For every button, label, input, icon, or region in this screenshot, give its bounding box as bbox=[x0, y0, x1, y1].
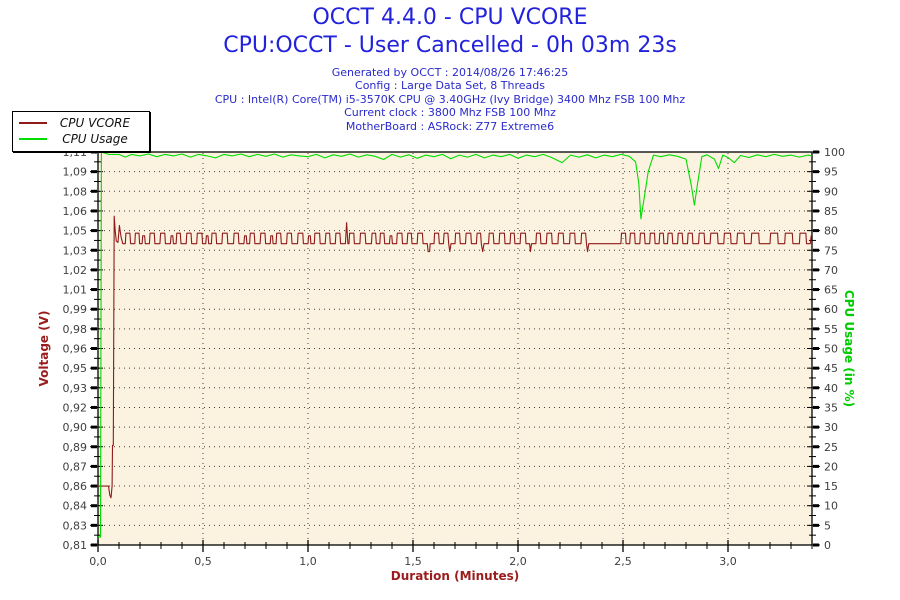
svg-text:90: 90 bbox=[824, 185, 838, 198]
svg-text:CPU Usage (in %): CPU Usage (in %) bbox=[842, 290, 856, 407]
svg-text:60: 60 bbox=[824, 303, 838, 316]
svg-text:0: 0 bbox=[824, 539, 831, 552]
svg-text:1,08: 1,08 bbox=[63, 185, 88, 198]
legend-line-swatch bbox=[19, 138, 47, 140]
svg-text:1,06: 1,06 bbox=[63, 205, 88, 218]
info-line: Generated by OCCT : 2014/08/26 17:46:25 bbox=[331, 66, 569, 79]
info-line: MotherBoard : ASRock: Z77 Extreme6 bbox=[345, 119, 555, 133]
svg-text:1,0: 1,0 bbox=[299, 555, 317, 568]
svg-text:70: 70 bbox=[824, 264, 838, 277]
svg-text:30: 30 bbox=[824, 421, 838, 434]
legend-item: CPU VCORE bbox=[19, 115, 143, 131]
svg-text:0,87: 0,87 bbox=[63, 460, 88, 473]
svg-text:0,89: 0,89 bbox=[63, 441, 88, 454]
svg-text:0,95: 0,95 bbox=[63, 362, 88, 375]
svg-text:0,0: 0,0 bbox=[89, 555, 107, 568]
legend-item: CPU Usage bbox=[19, 131, 143, 147]
svg-text:25: 25 bbox=[824, 441, 838, 454]
svg-text:20: 20 bbox=[824, 460, 838, 473]
svg-text:0,93: 0,93 bbox=[63, 382, 88, 395]
svg-text:1,03: 1,03 bbox=[63, 244, 88, 257]
legend: CPU VCORE CPU Usage bbox=[12, 111, 150, 152]
svg-text:75: 75 bbox=[824, 244, 838, 257]
svg-text:0,84: 0,84 bbox=[63, 500, 88, 513]
svg-text:95: 95 bbox=[824, 166, 838, 179]
svg-text:45: 45 bbox=[824, 362, 838, 375]
svg-text:2,0: 2,0 bbox=[509, 555, 527, 568]
svg-text:55: 55 bbox=[824, 323, 838, 336]
info-line: CPU : Intel(R) Core(TM) i5-3570K CPU @ 3… bbox=[214, 92, 686, 106]
chart-header: OCCT 4.4.0 - CPU VCORE CPU:OCCT - User C… bbox=[0, 4, 900, 133]
legend-label: CPU Usage bbox=[62, 132, 128, 146]
svg-text:80: 80 bbox=[824, 225, 838, 238]
svg-text:0,86: 0,86 bbox=[63, 480, 88, 493]
svg-text:50: 50 bbox=[824, 343, 838, 356]
info-line: Current clock : 3800 Mhz FSB 100 Mhz bbox=[344, 106, 556, 120]
svg-text:0,92: 0,92 bbox=[63, 401, 88, 414]
svg-text:40: 40 bbox=[824, 382, 838, 395]
series-cpu-usage bbox=[98, 151, 813, 538]
legend-label: CPU VCORE bbox=[59, 116, 131, 130]
svg-text:15: 15 bbox=[824, 480, 838, 493]
svg-text:1,5: 1,5 bbox=[404, 555, 422, 568]
svg-text:2,5: 2,5 bbox=[614, 555, 632, 568]
svg-text:65: 65 bbox=[824, 284, 838, 297]
svg-text:10: 10 bbox=[824, 500, 838, 513]
svg-text:0,83: 0,83 bbox=[63, 519, 88, 532]
svg-text:1,02: 1,02 bbox=[63, 264, 88, 277]
chart-subtitle: CPU:OCCT - User Cancelled - 0h 03m 23s bbox=[223, 33, 677, 58]
svg-text:0,90: 0,90 bbox=[63, 421, 88, 434]
svg-text:0,99: 0,99 bbox=[63, 303, 88, 316]
series-cpu-vcore bbox=[98, 215, 812, 499]
svg-text:1,01: 1,01 bbox=[63, 284, 88, 297]
svg-text:Duration (Minutes): Duration (Minutes) bbox=[391, 569, 519, 583]
legend-line-swatch bbox=[19, 122, 47, 124]
svg-text:35: 35 bbox=[824, 401, 838, 414]
svg-text:0,98: 0,98 bbox=[63, 323, 88, 336]
svg-text:Voltage (V): Voltage (V) bbox=[37, 311, 51, 387]
svg-text:85: 85 bbox=[824, 205, 838, 218]
svg-text:0,5: 0,5 bbox=[194, 555, 212, 568]
info-line: Config : Large Data Set, 8 Threads bbox=[355, 79, 545, 93]
svg-text:100: 100 bbox=[824, 146, 845, 159]
svg-text:5: 5 bbox=[824, 519, 831, 532]
svg-text:0,96: 0,96 bbox=[63, 343, 88, 356]
svg-text:1,05: 1,05 bbox=[63, 225, 88, 238]
svg-text:3,0: 3,0 bbox=[719, 555, 737, 568]
chart-title: OCCT 4.4.0 - CPU VCORE bbox=[312, 5, 588, 30]
svg-text:1,09: 1,09 bbox=[63, 166, 88, 179]
svg-text:0,81: 0,81 bbox=[63, 539, 88, 552]
system-info-block: Generated by OCCT : 2014/08/26 17:46:25 C… bbox=[0, 66, 900, 133]
